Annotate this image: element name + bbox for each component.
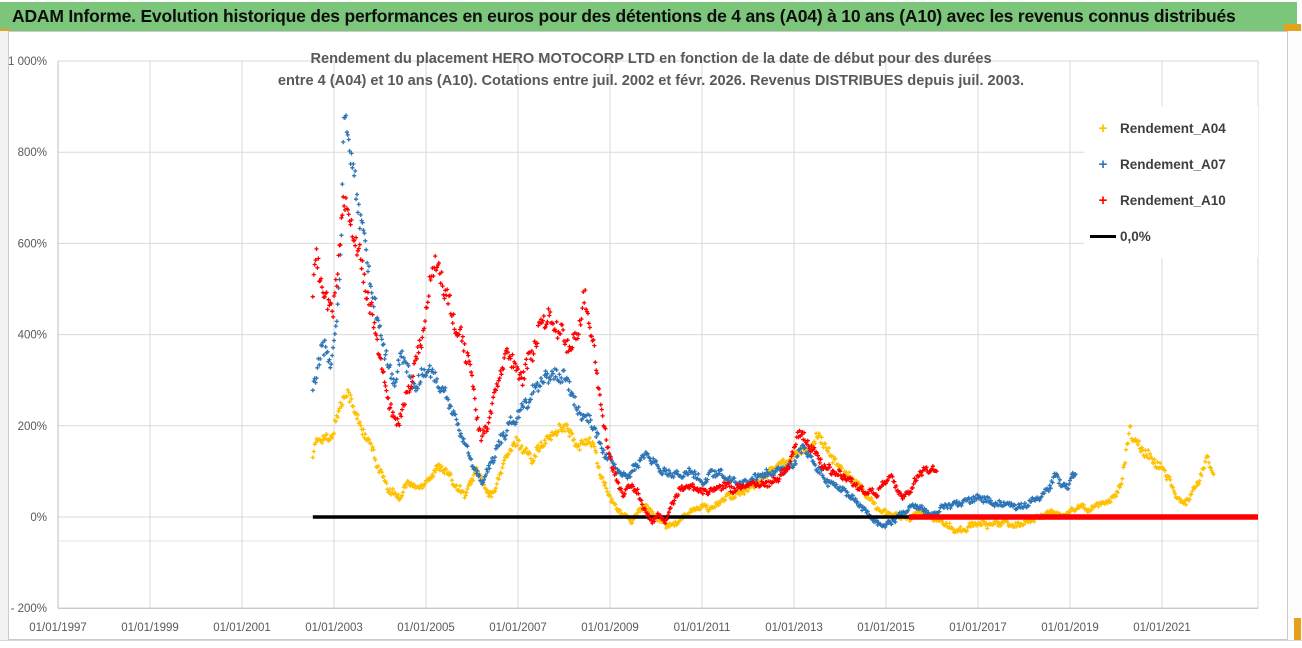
line-swatch-icon: [1090, 234, 1116, 238]
gold-accent-right: [1294, 618, 1301, 647]
x-tick-label: 01/01/2009: [581, 622, 639, 634]
x-tick-label: 01/01/2013: [765, 622, 823, 634]
legend-label: Rendement_A04: [1120, 120, 1226, 136]
x-tick-label: 01/01/1999: [121, 622, 179, 634]
chart-object-frame[interactable]: [8, 31, 1288, 640]
y-tick-label: 400%: [18, 330, 47, 342]
sheet-bottom-row: [0, 640, 1302, 648]
series-rendement-a10: [310, 194, 939, 526]
x-tick-label: 01/01/2021: [1133, 622, 1191, 634]
sheet-header-bar: ADAM Informe. Evolution historique des p…: [0, 2, 1297, 31]
series-rendement-a04: [310, 387, 1216, 535]
x-tick-label: 01/01/2011: [674, 622, 731, 634]
legend-item-a10[interactable]: + Rendement_A10: [1090, 185, 1258, 215]
plus-marker-icon: +: [1098, 191, 1108, 209]
y-tick-label: 1 000%: [8, 56, 47, 68]
legend-label: Rendement_A07: [1120, 156, 1226, 172]
plus-marker-icon: +: [1098, 119, 1108, 137]
legend-item-a04[interactable]: + Rendement_A04: [1090, 113, 1258, 143]
chart-title-line2: entre 4 (A04) et 10 ans (A10). Cotations…: [277, 73, 1025, 89]
sheet-margin-column: [0, 31, 8, 640]
gold-accent-top-right: [1284, 24, 1301, 31]
legend-label: 0,0%: [1120, 228, 1151, 244]
x-tick-label: 01/01/2005: [397, 622, 455, 634]
sheet-header-title: ADAM Informe. Evolution historique des p…: [12, 6, 1236, 26]
axis-labels: 1 000% 800% 600% 400% 200% 0% - 200% 01/01/1997…: [8, 56, 1191, 634]
legend-item-zero-line[interactable]: 0,0%: [1090, 221, 1258, 251]
legend-label: Rendement_A10: [1120, 192, 1226, 208]
plot-area: [310, 113, 1258, 535]
gridlines: [57, 60, 1259, 609]
x-tick-label: 01/01/2017: [949, 622, 1007, 634]
x-tick-label: 01/01/2007: [489, 622, 547, 634]
chart-legend: + Rendement_A04 + Rendement_A07 + Rendem…: [1084, 106, 1258, 258]
x-tick-label: 01/01/2019: [1041, 622, 1099, 634]
chart-title-line1: Rendement du placement HERO MOTOCORP LTD…: [310, 51, 992, 67]
y-tick-label: 800%: [18, 147, 47, 159]
plus-marker-icon: +: [1098, 155, 1108, 173]
x-tick-label: 01/01/1997: [29, 622, 87, 634]
x-tick-label: 01/01/2015: [857, 622, 915, 634]
y-tick-label: - 200%: [11, 603, 47, 615]
y-tick-label: 0%: [30, 512, 47, 524]
y-tick-label: 600%: [18, 238, 47, 250]
y-tick-label: 200%: [18, 421, 47, 433]
chart-title: Rendement du placement HERO MOTOCORP LTD…: [101, 48, 1201, 92]
x-tick-label: 01/01/2001: [213, 622, 271, 634]
x-tick-label: 01/01/2003: [305, 622, 363, 634]
legend-item-a07[interactable]: + Rendement_A07: [1090, 149, 1258, 179]
